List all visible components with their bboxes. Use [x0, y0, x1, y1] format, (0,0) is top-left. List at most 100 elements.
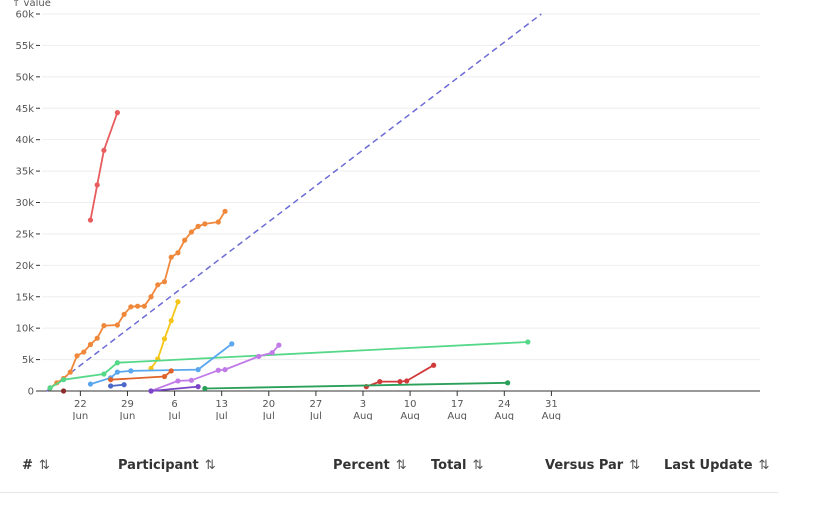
- data-point[interactable]: [114, 369, 120, 375]
- x-tick-label: 13: [215, 399, 228, 410]
- data-point[interactable]: [182, 237, 188, 243]
- data-point[interactable]: [215, 367, 221, 373]
- data-point[interactable]: [114, 322, 120, 328]
- data-point[interactable]: [222, 367, 228, 373]
- sort-icon[interactable]: ⇅: [629, 458, 641, 473]
- data-point[interactable]: [525, 339, 531, 345]
- data-point[interactable]: [188, 229, 195, 235]
- data-point[interactable]: [108, 383, 114, 389]
- column-header-versus-par[interactable]: Versus Par ⇅: [545, 458, 640, 473]
- sort-icon[interactable]: ⇅: [758, 458, 770, 473]
- data-point[interactable]: [74, 353, 80, 359]
- data-point[interactable]: [175, 299, 181, 305]
- data-point[interactable]: [121, 382, 127, 388]
- data-point[interactable]: [114, 360, 120, 366]
- x-tick-label: 20: [262, 399, 275, 410]
- par-line-layer: [46, 13, 542, 392]
- x-tick-label: Aug: [447, 411, 467, 420]
- data-point[interactable]: [431, 362, 437, 368]
- data-point[interactable]: [60, 377, 67, 383]
- data-point[interactable]: [101, 323, 107, 329]
- data-point[interactable]: [128, 304, 134, 310]
- data-point[interactable]: [168, 254, 174, 260]
- data-point[interactable]: [175, 250, 181, 256]
- data-point[interactable]: [202, 221, 208, 227]
- column-header-rank[interactable]: # ⇅: [22, 458, 50, 473]
- series-line: [202, 380, 511, 392]
- data-point[interactable]: [87, 217, 94, 223]
- series-path: [150, 344, 280, 392]
- column-header-participant[interactable]: Participant ⇅: [118, 458, 216, 473]
- data-point[interactable]: [202, 385, 208, 392]
- data-point[interactable]: [148, 388, 154, 394]
- data-point[interactable]: [195, 384, 201, 390]
- series-line: [363, 362, 437, 390]
- data-point[interactable]: [505, 380, 511, 386]
- data-point[interactable]: [161, 279, 168, 285]
- data-point[interactable]: [60, 388, 67, 394]
- data-point[interactable]: [377, 378, 383, 385]
- data-point[interactable]: [161, 336, 168, 342]
- series-line: [47, 339, 531, 391]
- sort-icon[interactable]: ⇅: [395, 458, 407, 473]
- data-point[interactable]: [67, 369, 73, 375]
- data-point[interactable]: [134, 303, 141, 309]
- series-path: [89, 112, 119, 221]
- data-point[interactable]: [195, 223, 201, 229]
- data-point[interactable]: [168, 318, 174, 324]
- y-tick-label: 60k: [15, 10, 34, 21]
- data-point[interactable]: [148, 294, 154, 300]
- data-point[interactable]: [269, 350, 275, 356]
- data-point[interactable]: [87, 341, 94, 348]
- data-point[interactable]: [222, 208, 228, 214]
- data-point[interactable]: [188, 377, 195, 383]
- data-point[interactable]: [404, 378, 410, 384]
- column-label: Total: [431, 458, 467, 473]
- series-line: [60, 388, 67, 394]
- data-point[interactable]: [114, 110, 120, 116]
- data-point[interactable]: [161, 373, 168, 380]
- x-tick-label: 6: [171, 399, 177, 410]
- sort-icon[interactable]: ⇅: [38, 458, 50, 473]
- data-point[interactable]: [94, 335, 100, 341]
- y-tick-label: 25k: [15, 229, 34, 240]
- y-tick-label: 5k: [22, 355, 34, 366]
- data-point[interactable]: [101, 371, 107, 377]
- sort-icon[interactable]: ⇅: [472, 458, 484, 473]
- data-point[interactable]: [168, 368, 174, 374]
- data-point[interactable]: [108, 377, 114, 383]
- sort-icon[interactable]: ⇅: [204, 458, 216, 473]
- x-tick-label: Jun: [119, 411, 136, 420]
- data-point[interactable]: [121, 311, 127, 317]
- data-point[interactable]: [195, 367, 201, 373]
- x-tick-label: 3: [360, 399, 366, 410]
- data-point[interactable]: [276, 342, 282, 348]
- y-axis: 0 5k 10k 15k 20k 25k 30k 35k 40k 45k 50k 55k 60k: [15, 10, 40, 398]
- y-tick-label: 0: [28, 387, 34, 398]
- data-point[interactable]: [215, 219, 221, 225]
- data-point[interactable]: [229, 341, 235, 347]
- data-point[interactable]: [175, 378, 181, 384]
- y-tick-label: 10k: [15, 324, 34, 335]
- data-point[interactable]: [87, 381, 94, 387]
- column-header-percent[interactable]: Percent ⇅: [333, 458, 407, 473]
- data-point[interactable]: [128, 368, 134, 374]
- series-path: [90, 343, 233, 385]
- data-point[interactable]: [256, 353, 262, 360]
- x-tick-label: Aug: [495, 411, 515, 420]
- data-point[interactable]: [101, 147, 107, 153]
- x-tick-label: Jul: [309, 411, 322, 420]
- data-point[interactable]: [81, 349, 87, 355]
- series-path: [150, 301, 179, 369]
- data-point[interactable]: [47, 385, 53, 391]
- series-line: [108, 382, 127, 389]
- y-tick-label: 15k: [15, 292, 34, 303]
- column-header-last-update[interactable]: Last Update ⇅: [664, 458, 769, 473]
- data-point[interactable]: [94, 182, 100, 188]
- column-label: Versus Par: [545, 458, 624, 473]
- column-header-total[interactable]: Total ⇅: [431, 458, 483, 473]
- data-point[interactable]: [397, 378, 403, 385]
- data-point[interactable]: [141, 303, 147, 309]
- data-point[interactable]: [155, 282, 161, 288]
